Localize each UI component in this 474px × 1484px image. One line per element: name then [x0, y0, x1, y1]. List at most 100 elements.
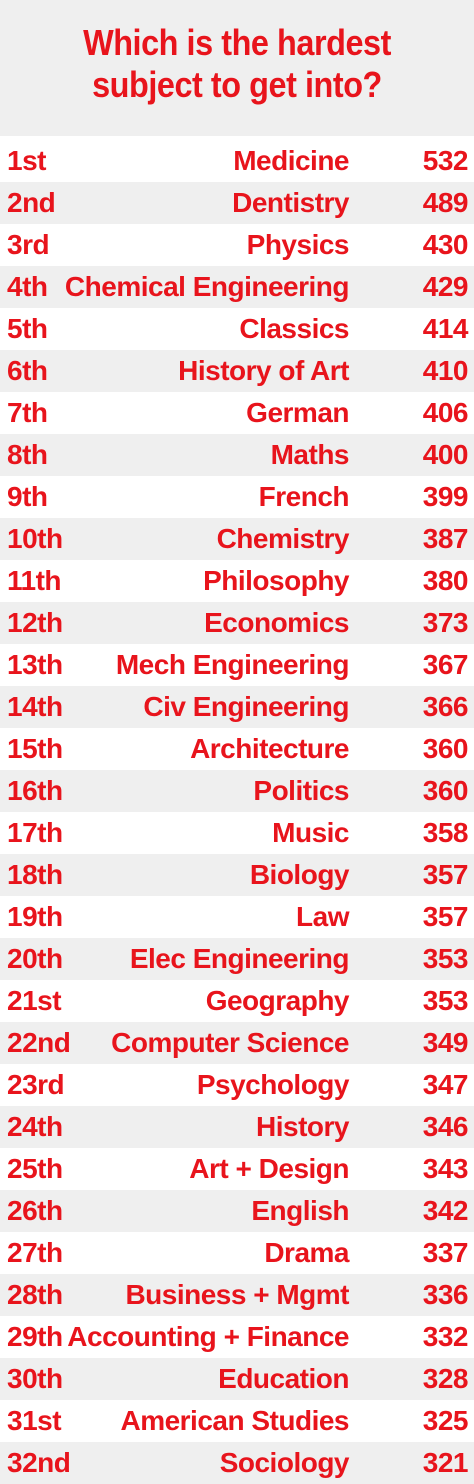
rank-cell: 15th — [7, 733, 63, 764]
subject-cell: Philosophy — [203, 565, 349, 596]
table-row: 6th History of Art 410 — [0, 350, 474, 392]
rank-cell: 17th — [7, 817, 63, 848]
score-cell: 430 — [422, 229, 469, 260]
subject-cell: Architecture — [190, 733, 349, 764]
subject-cell: Education — [218, 1363, 349, 1394]
rank-cell: 27th — [7, 1237, 63, 1268]
rank-cell: 6th — [7, 355, 48, 386]
table-row: 23rd Psychology 347 — [0, 1064, 474, 1106]
score-cell: 532 — [422, 145, 469, 176]
table-row: 2nd Dentistry 489 — [0, 182, 474, 224]
subject-cell: Accounting + Finance — [67, 1321, 349, 1352]
table-row: 1st Medicine 532 — [0, 140, 474, 182]
rank-cell: 16th — [7, 775, 63, 806]
table-row: 28th Business + Mgmt 336 — [0, 1274, 474, 1316]
subject-cell: Classics — [239, 313, 349, 344]
table-row: 15th Architecture 360 — [0, 728, 474, 770]
score-cell: 489 — [422, 187, 469, 218]
table-row: 7th German 406 — [0, 392, 474, 434]
rank-cell: 7th — [7, 397, 48, 428]
subject-cell: Law — [296, 901, 349, 932]
header-panel: Which is the hardest subject to get into… — [0, 0, 474, 136]
rank-cell: 2nd — [7, 187, 56, 218]
table-row: 29th Accounting + Finance 332 — [0, 1316, 474, 1358]
subject-cell: Art + Design — [189, 1153, 349, 1184]
subject-cell: Economics — [204, 607, 349, 638]
rank-cell: 9th — [7, 481, 48, 512]
table-row: 18th Biology 357 — [0, 854, 474, 896]
table-row: 31st American Studies 325 — [0, 1400, 474, 1442]
table-row: 21st Geography 353 — [0, 980, 474, 1022]
subject-cell: French — [258, 481, 350, 512]
table-row: 32nd Sociology 321 — [0, 1442, 474, 1484]
table-row: 17th Music 358 — [0, 812, 474, 854]
rank-cell: 4th — [7, 271, 48, 302]
table-row: 26th English 342 — [0, 1190, 474, 1232]
rank-cell: 20th — [7, 943, 63, 974]
rank-cell: 3rd — [7, 229, 50, 260]
table-row: 13th Mech Engineering 367 — [0, 644, 474, 686]
score-cell: 336 — [422, 1279, 469, 1310]
subject-cell: Drama — [264, 1237, 349, 1268]
subject-cell: German — [246, 397, 349, 428]
score-cell: 347 — [422, 1069, 469, 1100]
score-cell: 366 — [422, 691, 469, 722]
rank-cell: 8th — [7, 439, 48, 470]
table-row: 12th Economics 373 — [0, 602, 474, 644]
score-cell: 358 — [422, 817, 469, 848]
rank-cell: 11th — [7, 565, 62, 596]
score-cell: 387 — [422, 523, 469, 554]
table-row: 16th Politics 360 — [0, 770, 474, 812]
subject-cell: Computer Science — [111, 1027, 349, 1058]
subject-cell: English — [251, 1195, 349, 1226]
score-cell: 357 — [422, 859, 469, 890]
rank-cell: 28th — [7, 1279, 63, 1310]
table-row: 10th Chemistry 387 — [0, 518, 474, 560]
rank-cell: 13th — [7, 649, 63, 680]
score-cell: 343 — [422, 1153, 469, 1184]
table-row: 25th Art + Design 343 — [0, 1148, 474, 1190]
score-cell: 380 — [422, 565, 469, 596]
table-row: 11th Philosophy 380 — [0, 560, 474, 602]
rank-cell: 22nd — [7, 1027, 71, 1058]
table-row: 30th Education 328 — [0, 1358, 474, 1400]
rank-cell: 10th — [7, 523, 63, 554]
subject-cell: History of Art — [178, 355, 349, 386]
rank-cell: 12th — [7, 607, 63, 638]
score-cell: 349 — [422, 1027, 469, 1058]
subject-cell: Psychology — [196, 1069, 350, 1100]
rank-cell: 26th — [7, 1195, 63, 1226]
ranking-table: 1st Medicine 532 2nd Dentistry 489 3rd Physics 4… — [0, 140, 474, 1484]
score-cell: 406 — [422, 397, 469, 428]
score-cell: 400 — [422, 439, 469, 470]
subject-cell: Politics — [253, 775, 349, 806]
rank-cell: 21st — [7, 985, 62, 1016]
subject-cell: History — [256, 1111, 349, 1142]
score-cell: 360 — [422, 775, 469, 806]
subject-cell: Dentistry — [232, 187, 349, 218]
subject-cell: Biology — [249, 859, 350, 890]
score-cell: 360 — [422, 733, 469, 764]
rank-cell: 29th — [7, 1321, 63, 1352]
rank-cell: 30th — [7, 1363, 63, 1394]
subject-cell: Sociology — [219, 1447, 350, 1478]
table-row: 9th French 399 — [0, 476, 474, 518]
score-cell: 328 — [422, 1363, 469, 1394]
subject-cell: Chemical Engineering — [64, 271, 350, 302]
rank-cell: 5th — [7, 313, 48, 344]
rank-cell: 23rd — [7, 1069, 65, 1100]
score-cell: 342 — [422, 1195, 469, 1226]
score-cell: 353 — [422, 985, 469, 1016]
table-row: 20th Elec Engineering 353 — [0, 938, 474, 980]
table-row: 19th Law 357 — [0, 896, 474, 938]
subject-cell: Civ Engineering — [143, 691, 349, 722]
score-cell: 325 — [422, 1405, 469, 1436]
rank-cell: 19th — [7, 901, 63, 932]
score-cell: 373 — [422, 607, 469, 638]
score-cell: 414 — [422, 313, 469, 344]
subject-cell: Medicine — [233, 145, 349, 176]
table-row: 3rd Physics 430 — [0, 224, 474, 266]
subject-cell: Physics — [246, 229, 350, 260]
table-row: 14th Civ Engineering 366 — [0, 686, 474, 728]
rank-cell: 1st — [7, 145, 46, 176]
